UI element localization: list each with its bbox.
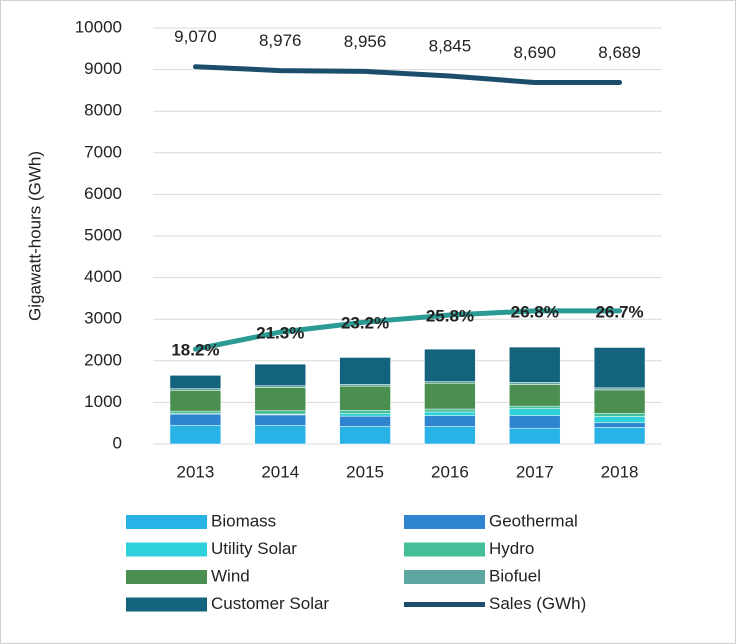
bar-segment — [509, 382, 561, 385]
bar-segment — [424, 426, 476, 445]
y-tick-label: 8000 — [84, 101, 122, 120]
x-tick-label: 2014 — [261, 462, 299, 481]
bar-segment — [254, 410, 306, 415]
legend-label: Hydro — [489, 539, 534, 558]
bar-segment — [593, 387, 646, 391]
bar-segment — [509, 405, 561, 409]
data-label: 8,956 — [344, 32, 387, 51]
percent-label: 25.8% — [426, 307, 474, 326]
bar-segment — [169, 425, 222, 445]
legend-label: Biomass — [211, 511, 276, 530]
line-series — [192, 64, 623, 86]
bar-segment — [593, 427, 646, 445]
legend-swatch — [404, 542, 485, 557]
x-tick-label: 2013 — [177, 462, 215, 481]
bar-segment — [593, 389, 646, 414]
data-label: 8,976 — [259, 31, 302, 50]
legend-swatch — [404, 570, 485, 584]
bar-segment — [339, 385, 391, 411]
bar-segment — [593, 416, 646, 424]
legend-label: Biofuel — [489, 566, 541, 585]
bar-segment — [593, 412, 646, 417]
data-label: 8,845 — [429, 37, 472, 56]
legend-label: Sales (GWh) — [489, 594, 586, 613]
legend-swatch — [404, 515, 485, 529]
y-tick-label: 10000 — [75, 17, 122, 36]
x-tick-label: 2017 — [516, 462, 554, 481]
y-tick-label: 5000 — [84, 225, 122, 244]
x-tick-label: 2018 — [601, 462, 639, 481]
bar-segment — [169, 413, 222, 426]
bar-segment — [509, 384, 561, 407]
y-tick-label: 4000 — [84, 267, 122, 286]
bar-segment — [509, 415, 561, 429]
legend-label: Utility Solar — [211, 539, 297, 558]
bar-segment — [509, 408, 561, 416]
x-tick-label: 2015 — [346, 462, 384, 481]
bar-segment — [593, 347, 646, 389]
bar-segment — [339, 413, 391, 417]
y-tick-label: 0 — [113, 433, 122, 452]
bar-segment — [254, 414, 306, 426]
y-axis-label: Gigawatt-hours (GWh) — [25, 151, 44, 321]
bar-segment — [424, 348, 476, 382]
percent-label: 23.2% — [341, 314, 389, 333]
y-tick-label: 6000 — [84, 184, 122, 203]
bar-segment — [169, 410, 222, 414]
line-series — [192, 308, 623, 352]
legend-swatch — [126, 542, 207, 557]
bar-segment — [424, 408, 476, 413]
bar-segment — [424, 411, 476, 416]
percent-label: 26.8% — [511, 302, 559, 321]
y-tick-label: 9000 — [84, 59, 122, 78]
percent-label: 18.2% — [171, 341, 219, 360]
legend-swatch — [126, 597, 207, 612]
x-tick-label: 2016 — [431, 462, 469, 481]
legend-label: Customer Solar — [211, 594, 329, 613]
bar-segment — [339, 410, 391, 414]
percent-label: 21.3% — [256, 324, 304, 343]
bar-segment — [254, 425, 306, 445]
bar-segment — [254, 387, 306, 411]
bar-segment — [509, 427, 561, 445]
legend-label: Geothermal — [489, 511, 578, 530]
bar-segment — [254, 363, 306, 387]
legend-swatch — [126, 515, 207, 529]
bar-segment — [424, 383, 476, 410]
bar-segment — [339, 415, 391, 427]
bar-segment — [424, 415, 476, 427]
bar-segment — [169, 390, 222, 412]
data-label: 8,690 — [513, 43, 556, 62]
bar-segment — [509, 346, 561, 383]
percent-label: 26.7% — [595, 302, 643, 321]
data-label: 9,070 — [174, 27, 217, 46]
bar-segment — [169, 375, 222, 389]
legend-swatch — [126, 570, 207, 584]
legend-label: Wind — [211, 566, 250, 585]
data-label: 8,689 — [598, 43, 641, 62]
y-tick-label: 2000 — [84, 350, 122, 369]
y-tick-label: 3000 — [84, 309, 122, 328]
y-tick-label: 1000 — [84, 392, 122, 411]
bar-segment — [593, 422, 646, 428]
bar-segment — [339, 426, 391, 445]
y-tick-label: 7000 — [84, 142, 122, 161]
bar-segment — [339, 357, 391, 385]
